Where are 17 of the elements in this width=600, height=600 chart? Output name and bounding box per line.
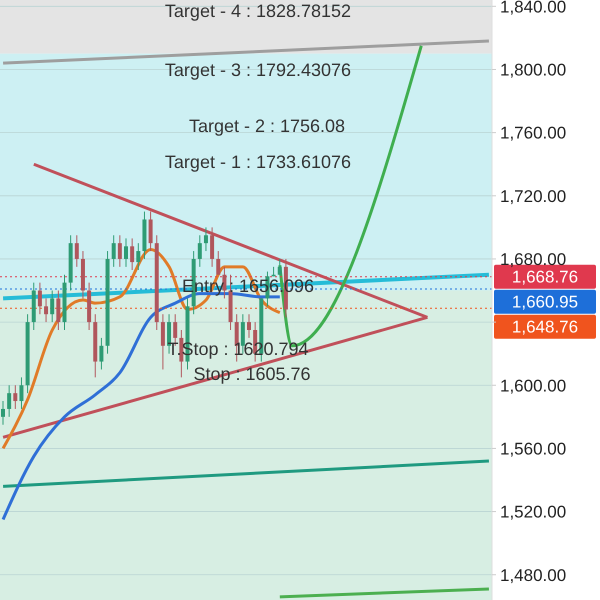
y-tick-label: 1,720.00 — [500, 186, 566, 206]
annotation: Target - 2 : 1756.08 — [188, 116, 346, 136]
y-tick-label: 1,840.00 — [500, 0, 566, 16]
ref-line-label: 1,668.76 — [512, 268, 578, 287]
ref-line-label: 1,648.76 — [512, 318, 578, 337]
y-tick-label: 1,560.00 — [500, 439, 566, 458]
y-tick-label: 1,480.00 — [500, 566, 566, 585]
annotation: Entry : 1656.096 — [182, 276, 314, 296]
y-tick-label: 1,520.00 — [500, 502, 566, 522]
ref-line-label: 1,660.95 — [512, 292, 578, 312]
y-tick-label: 1,600.00 — [500, 376, 566, 396]
annotation: Target - 4 : 1828.78152 — [164, 1, 352, 21]
y-tick-label: 1,800.00 — [500, 60, 566, 80]
annotation: Target - 1 : 1733.61076 — [164, 152, 352, 172]
y-tick-label: 1,680.00 — [500, 250, 566, 269]
y-tick-label: 1,760.00 — [500, 124, 566, 143]
annotation: Target - 3 : 1792.43076 — [164, 60, 352, 80]
